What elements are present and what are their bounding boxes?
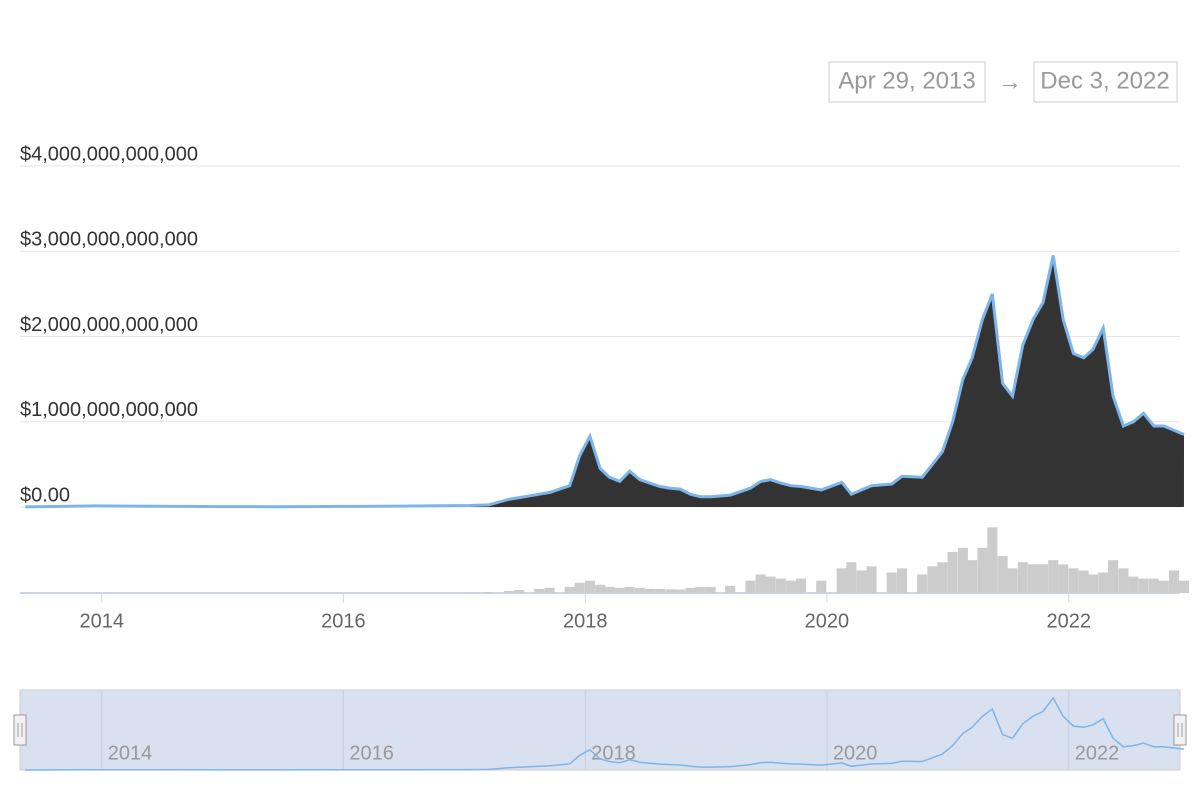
x-tick-label: 2016 (321, 610, 366, 632)
volume-bar (484, 592, 494, 593)
volume-bar (1038, 564, 1048, 593)
volume-bar (725, 586, 735, 593)
volume-bar (1139, 579, 1149, 593)
volume-bar (695, 587, 705, 593)
volume-bar (1007, 568, 1017, 593)
volume-bar (655, 589, 665, 593)
y-tick-label: $2,000,000,000,000 (20, 314, 198, 336)
volume-bar (514, 590, 524, 593)
navigator-handle[interactable] (1174, 715, 1186, 745)
volume-bar (595, 585, 605, 593)
volume-bar (756, 575, 766, 593)
volume-bar (685, 588, 695, 593)
volume-bar (575, 583, 585, 593)
navigator-tick-label: 2014 (108, 742, 153, 764)
volume-bar (786, 581, 796, 593)
volume-bar (948, 552, 958, 593)
volume-bar (534, 589, 544, 593)
volume-bar (565, 587, 575, 593)
volume-bar (645, 589, 655, 593)
navigator-tick-label: 2016 (349, 742, 394, 764)
volume-bar (585, 581, 595, 593)
volume-bar (706, 587, 716, 593)
volume-bar (464, 592, 474, 593)
volume-bar (977, 548, 987, 593)
range-to[interactable]: Dec 3, 2022 (1040, 67, 1169, 94)
volume-bar (1018, 562, 1028, 593)
y-tick-label: $0.00 (20, 484, 70, 506)
volume-bar (1128, 577, 1138, 593)
volume-bar (796, 579, 806, 593)
y-tick-label: $4,000,000,000,000 (20, 143, 198, 165)
x-tick-label: 2014 (79, 610, 124, 632)
area (25, 256, 1184, 508)
navigator-handle[interactable] (14, 715, 26, 745)
x-tick-label: 2022 (1047, 610, 1092, 632)
y-tick-label: $1,000,000,000,000 (20, 399, 198, 421)
volume-bar (867, 566, 877, 593)
volume-bar (857, 570, 867, 593)
volume-bar (1028, 564, 1038, 593)
volume-bar (625, 587, 635, 593)
volume-bar (958, 548, 968, 593)
volume-bar (897, 568, 907, 593)
volume-bar (937, 562, 947, 593)
volume-bar (1159, 581, 1169, 593)
x-tick-label: 2020 (805, 610, 850, 632)
volume-bar (1118, 568, 1128, 593)
volume-bar (635, 588, 645, 593)
navigator-tick-label: 2018 (591, 742, 636, 764)
volume-bar (544, 588, 554, 593)
volume-bar (927, 566, 937, 593)
range-from[interactable]: Apr 29, 2013 (838, 67, 975, 94)
navigator-tick-label: 2022 (1075, 742, 1120, 764)
volume-bar (1169, 570, 1179, 593)
volume-bar (665, 589, 675, 593)
volume-bar (987, 527, 997, 593)
navigator-tick-label: 2020 (833, 742, 878, 764)
volume-bar (1048, 560, 1058, 593)
volume-bar (504, 591, 514, 593)
x-tick-label: 2018 (563, 610, 608, 632)
volume-bar (615, 588, 625, 593)
volume-bar (766, 577, 776, 593)
volume-bar (998, 556, 1008, 593)
volume-bar (837, 568, 847, 593)
volume-bar (846, 562, 856, 593)
range-separator: → (998, 68, 1022, 95)
volume-bar (776, 579, 786, 593)
volume-bar (1079, 570, 1089, 593)
volume-bar (1058, 564, 1068, 593)
volume-bar (1149, 579, 1159, 593)
volume-bar (1068, 568, 1078, 593)
volume-bar (1098, 572, 1108, 593)
volume-bar (745, 581, 755, 593)
volume-bar (816, 581, 826, 593)
volume-bar (887, 572, 897, 593)
volume-bar (917, 575, 927, 593)
volume-bar (675, 590, 685, 593)
volume-bar (1108, 560, 1118, 593)
volume-bar (1088, 575, 1098, 593)
volume-bar (1179, 581, 1189, 593)
y-tick-label: $3,000,000,000,000 (20, 229, 198, 251)
volume-bar (967, 560, 977, 593)
volume-bar (604, 587, 614, 593)
